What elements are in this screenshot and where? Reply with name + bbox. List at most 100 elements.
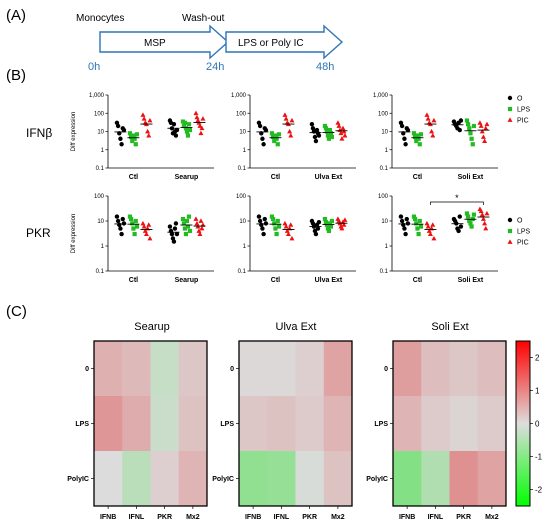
data-point-pic [478,208,484,213]
data-point-lps [130,138,135,144]
legend-label: PIC [517,118,529,125]
data-point-lps [184,129,190,134]
data-point-o [118,226,123,231]
heatmap-row-label: PolyIC [366,476,388,483]
heatmap-row-label: 0 [384,366,388,373]
data-point-pic [198,218,204,223]
data-point-o [457,214,462,219]
data-point-o [256,214,262,219]
y-tick-label: 0.1 [238,269,247,275]
colorbar-gradient [515,340,531,507]
data-point-lps [130,221,135,226]
data-point-lps [271,216,276,222]
heatmap-cell [239,451,268,507]
data-point-o [118,136,123,141]
significance-bracket [430,201,484,205]
colorbar: 2 1 0 -1 -2 [515,340,543,507]
data-point-o [458,224,464,229]
y-axis-label: Diff expression [71,214,77,254]
data-point-pic [339,136,345,141]
timeline-arrow-msp [99,24,230,60]
y-tick-label: 10 [239,130,246,136]
heatmap-cell [323,451,353,507]
data-point-lps [185,224,191,229]
legend-marker-lps [507,106,513,112]
data-point-lps [328,131,334,136]
data-point-lps [467,126,472,131]
data-point-lps [186,214,192,219]
data-point-lps [469,224,474,229]
data-point-pic [483,225,489,231]
data-point-o [263,221,269,226]
heatmap-cell [239,396,268,452]
group-label: Ctl [271,277,280,284]
data-point-pic [199,125,205,131]
data-point-o [121,127,127,133]
data-point-pic [425,116,431,121]
data-point-pic [336,123,342,128]
data-point-lps [417,218,422,224]
data-point-lps [187,228,193,234]
y-tick-label: 100 [378,194,389,200]
heatmap-2: Ulva Ext 0 LPS PolyIC IFNB IFNL PKR Mx2 [212,321,353,521]
data-point-pic [196,228,202,233]
heatmap-cell [323,396,353,452]
data-point-pic [145,128,151,134]
heatmap-cell [122,451,151,507]
y-tick-label: 100 [378,111,389,117]
data-point-lps [275,218,280,224]
heatmap-cell [94,396,123,452]
data-point-o [172,226,178,231]
y-tick-label: 10 [381,219,388,225]
data-point-lps [274,231,279,237]
data-point-lps [326,228,332,234]
data-point-o [261,142,266,147]
heatmap-col-label: IFNL [274,514,290,521]
data-point-o [458,118,464,123]
colorbar-tick-label: 0 [535,420,540,429]
group-label: Soli Ext [458,174,484,181]
data-point-pic [431,235,437,241]
data-point-lps [418,224,424,229]
data-point-lps [471,212,477,217]
y-axis-label: Diff expression [71,112,77,152]
y-tick-label: 100 [236,111,247,117]
data-point-pic [484,121,490,127]
group-label: Ctl [413,277,422,284]
data-point-pic [146,132,152,138]
heatmap-col-label: IFNB [399,514,415,521]
timeline-time-24h: 24h [206,61,224,73]
data-point-lps [471,123,477,129]
group-label: Ctl [271,174,280,181]
data-point-lps [413,216,418,222]
scatter-panel-4: 0.1 1 10 100 Diff expression Ctl Searup [71,194,214,284]
heatmap-col-label: Mx2 [331,514,345,521]
data-point-o [115,123,121,129]
data-point-pic [479,212,485,217]
data-point-lps [466,122,471,127]
heatmap-row-label: LPS [220,421,234,428]
legend-marker-o [507,217,513,223]
data-point-lps [272,138,277,144]
data-point-pic [429,128,435,134]
data-point-o [173,221,179,226]
scatter-panel-6: 0.1 1 10 100 Ctl Soli Ext * [378,193,498,284]
data-point-lps [269,214,275,219]
data-point-lps [328,224,334,229]
data-point-pic [197,231,203,236]
data-point-o [457,127,462,133]
y-tick-label: 100 [94,111,105,117]
data-point-lps [185,133,191,138]
scatter-panel-2: 0.1 1 10 100 1,000 Ctl Ulva Ext [231,93,356,181]
data-point-o [405,127,411,133]
heatmap-cell [239,341,268,397]
heatmap-row-label: LPS [374,421,388,428]
data-point-o [313,138,319,144]
scatter-panel-5: 0.1 1 10 100 Ctl Ulva Ext [236,194,356,284]
timeline-monocytes-label: Monocytes [76,13,124,24]
legend-marker-o [507,95,513,101]
data-point-lps [182,226,188,231]
data-point-lps [325,133,331,138]
